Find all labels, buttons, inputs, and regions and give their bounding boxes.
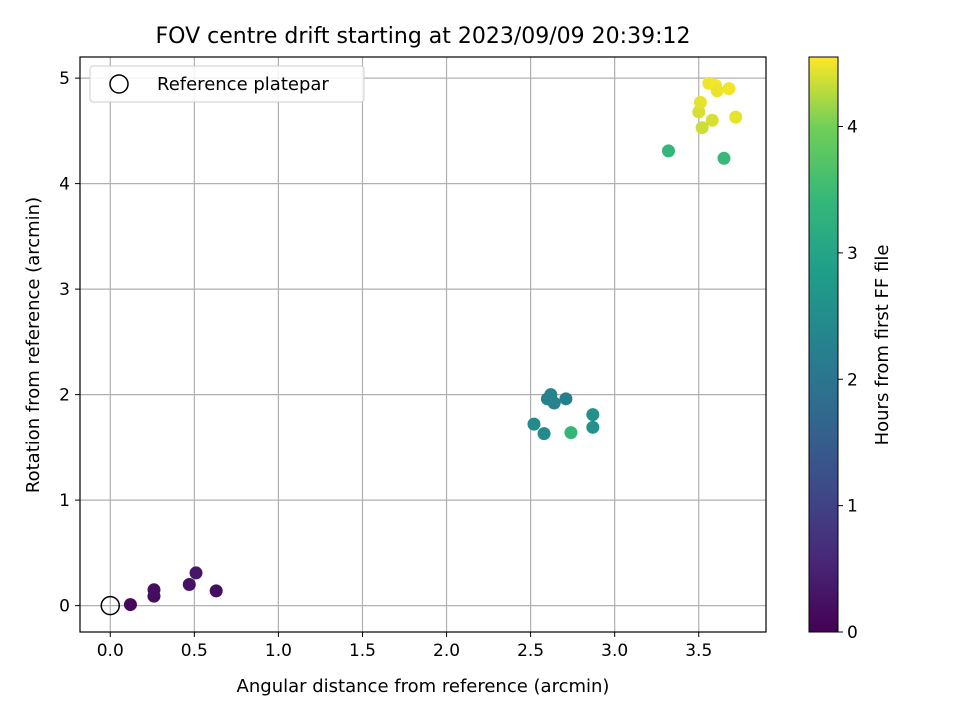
colorbar-tick-label: 1 <box>847 497 858 517</box>
data-point <box>661 144 675 158</box>
x-tick-label: 0.0 <box>97 641 124 661</box>
grid-lines <box>80 57 766 632</box>
reference-point-marker <box>100 595 121 616</box>
y-tick-label: 4 <box>59 175 70 195</box>
x-tick-label: 1.0 <box>265 641 292 661</box>
y-tick-label: 2 <box>59 386 70 406</box>
data-point <box>722 82 736 96</box>
data-point <box>123 598 137 612</box>
plot-background <box>80 57 766 632</box>
legend: Reference platepar <box>89 65 365 103</box>
legend-marker <box>109 74 129 94</box>
data-point <box>547 396 561 410</box>
colorbar-tick-label: 0 <box>847 623 858 643</box>
plot-area: 0.0 0.5 1.0 1.5 2.0 2.5 3.0 3.5 0 1 2 3 4 5 <box>59 56 767 661</box>
x-tick-label: 2.0 <box>433 641 460 661</box>
legend-entry-label: Reference platepar <box>157 74 329 95</box>
y-tick-label: 3 <box>59 280 70 300</box>
y-axis-label: Rotation from reference (arcmin) <box>23 197 44 493</box>
x-tick-label: 0.5 <box>181 641 208 661</box>
data-point <box>182 578 196 592</box>
data-point <box>527 417 541 431</box>
data-point <box>586 408 600 422</box>
data-point <box>559 392 573 406</box>
data-point <box>695 121 709 135</box>
data-point <box>537 427 551 441</box>
data-point <box>693 95 707 109</box>
data-points <box>123 76 743 612</box>
plot-frame <box>79 56 767 633</box>
y-axis-ticks: 0 1 2 3 4 5 <box>59 69 80 617</box>
data-point <box>729 110 743 124</box>
legend-box <box>89 65 365 103</box>
y-tick-label: 0 <box>59 597 70 617</box>
data-point <box>147 583 161 597</box>
colorbar: 0 1 2 3 4 Hours from first FF file <box>808 56 893 643</box>
y-tick-label: 5 <box>59 69 70 89</box>
data-point <box>586 420 600 434</box>
data-point <box>209 584 223 598</box>
x-tick-label: 3.0 <box>601 641 628 661</box>
colorbar-label: Hours from first FF file <box>872 245 893 446</box>
y-tick-label: 1 <box>59 491 70 511</box>
colorbar-tick-label: 4 <box>847 118 858 138</box>
data-point <box>717 151 731 165</box>
x-tick-label: 2.5 <box>517 641 544 661</box>
colorbar-ticks: 0 1 2 3 4 <box>838 118 858 643</box>
x-tick-label: 3.5 <box>685 641 712 661</box>
data-point <box>189 566 203 580</box>
x-tick-label: 1.5 <box>349 641 376 661</box>
data-point <box>564 426 578 440</box>
colorbar-tick-label: 2 <box>847 370 858 390</box>
colorbar-gradient <box>808 56 839 633</box>
colorbar-tick-label: 3 <box>847 244 858 264</box>
x-axis-label: Angular distance from reference (arcmin) <box>237 676 610 697</box>
chart-title: FOV centre drift starting at 2023/09/09 … <box>156 24 691 49</box>
data-point <box>710 84 724 98</box>
x-axis-ticks: 0.0 0.5 1.0 1.5 2.0 2.5 3.0 3.5 <box>97 632 712 661</box>
data-point <box>705 113 719 127</box>
